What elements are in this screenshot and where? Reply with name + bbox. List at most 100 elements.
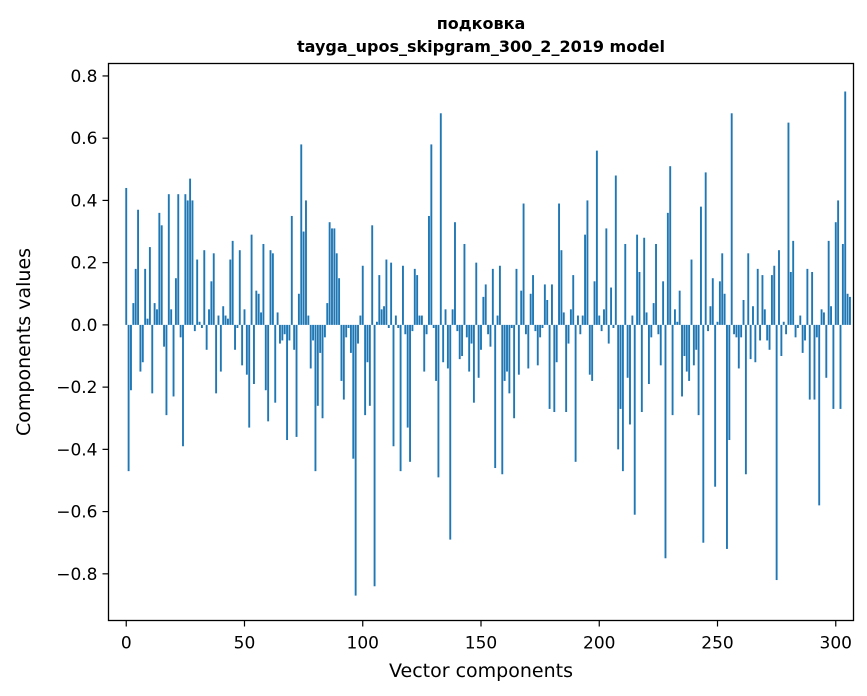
bar-151 [482, 296, 485, 325]
bar-289 [808, 324, 811, 400]
bar-92 [342, 324, 345, 400]
bar-282 [792, 240, 795, 325]
bar-85 [326, 303, 329, 325]
bar-30 [196, 259, 199, 325]
bar-291 [813, 324, 816, 400]
bar-180 [551, 284, 553, 325]
bar-135 [444, 309, 447, 325]
bar-226 [659, 324, 662, 366]
bar-19 [170, 309, 173, 325]
bar-299 [832, 324, 835, 409]
bar-234 [678, 290, 681, 325]
bar-155 [491, 268, 494, 325]
bar-31 [198, 321, 201, 325]
bar-4 [134, 268, 137, 325]
bar-49 [241, 324, 244, 366]
bar-99 [359, 315, 362, 325]
bar-65 [279, 324, 281, 344]
bar-288 [806, 268, 809, 325]
bar-227 [662, 281, 665, 325]
bar-93 [345, 324, 348, 338]
bar-114 [394, 315, 397, 325]
bar-240 [692, 324, 695, 366]
bar-121 [411, 324, 414, 332]
bar-70 [290, 215, 293, 325]
bar-292 [815, 324, 818, 338]
bar-163 [510, 324, 513, 328]
bar-305 [846, 293, 849, 325]
bar-246 [707, 324, 709, 332]
bar-72 [295, 324, 298, 437]
bar-133 [439, 113, 442, 325]
bar-141 [458, 324, 461, 360]
bar-104 [371, 225, 374, 325]
bar-256 [730, 113, 733, 325]
bar-249 [714, 324, 717, 487]
bar-81 [316, 324, 319, 406]
bar-23 [179, 324, 182, 338]
bar-120 [409, 324, 411, 462]
bar-195 [586, 200, 589, 325]
bar-35 [208, 309, 210, 325]
bar-16 [163, 324, 166, 347]
bar-263 [747, 253, 750, 325]
bar-90 [338, 278, 341, 325]
bar-64 [276, 312, 279, 325]
bar-50 [243, 309, 246, 325]
bar-176 [541, 324, 544, 328]
bar-109 [383, 306, 385, 325]
bar-80 [314, 324, 317, 472]
bar-56 [257, 293, 260, 325]
x-tick-label: 300 [820, 634, 852, 654]
bar-110 [385, 259, 388, 325]
bar-201 [600, 324, 603, 332]
bar-66 [281, 324, 284, 341]
bar-253 [723, 293, 726, 325]
bar-294 [820, 309, 823, 325]
bar-306 [849, 296, 851, 325]
bar-9 [146, 318, 149, 325]
bar-54 [253, 324, 255, 385]
x-tick-label: 150 [465, 634, 497, 654]
bar-278 [782, 321, 785, 325]
x-tick-label: 100 [347, 634, 379, 654]
bar-255 [728, 324, 731, 441]
bar-304 [844, 91, 847, 325]
y-tick-label: −0.4 [56, 440, 97, 460]
bar-266 [754, 324, 757, 363]
bar-94 [347, 324, 350, 328]
bar-295 [822, 312, 825, 325]
bar-230 [669, 166, 672, 325]
bar-144 [465, 324, 468, 338]
bar-281 [789, 271, 792, 325]
bar-179 [548, 324, 551, 409]
bar-173 [534, 324, 537, 332]
bar-293 [818, 324, 821, 506]
bar-224 [655, 243, 657, 325]
bar-302 [839, 324, 842, 409]
bar-60 [267, 324, 270, 422]
bar-297 [827, 240, 830, 325]
bar-275 [775, 324, 778, 581]
bar-37 [212, 253, 215, 325]
bar-196 [588, 324, 591, 375]
bar-150 [480, 324, 482, 350]
bar-96 [352, 324, 355, 459]
x-tick-label: 250 [701, 634, 733, 654]
bar-6 [139, 324, 142, 372]
bar-194 [584, 234, 587, 325]
bar-301 [837, 200, 840, 325]
bar-205 [610, 287, 613, 325]
bar-149 [477, 324, 480, 378]
bar-32 [200, 324, 203, 328]
bar-100 [361, 265, 364, 325]
bar-268 [759, 324, 762, 341]
bar-298 [830, 306, 832, 325]
bar-108 [380, 309, 383, 325]
y-tick-label: 0.8 [70, 67, 97, 87]
bar-59 [264, 324, 267, 391]
bar-185 [562, 312, 565, 325]
bar-198 [593, 281, 596, 325]
bar-241 [695, 324, 698, 350]
bar-126 [423, 324, 426, 372]
